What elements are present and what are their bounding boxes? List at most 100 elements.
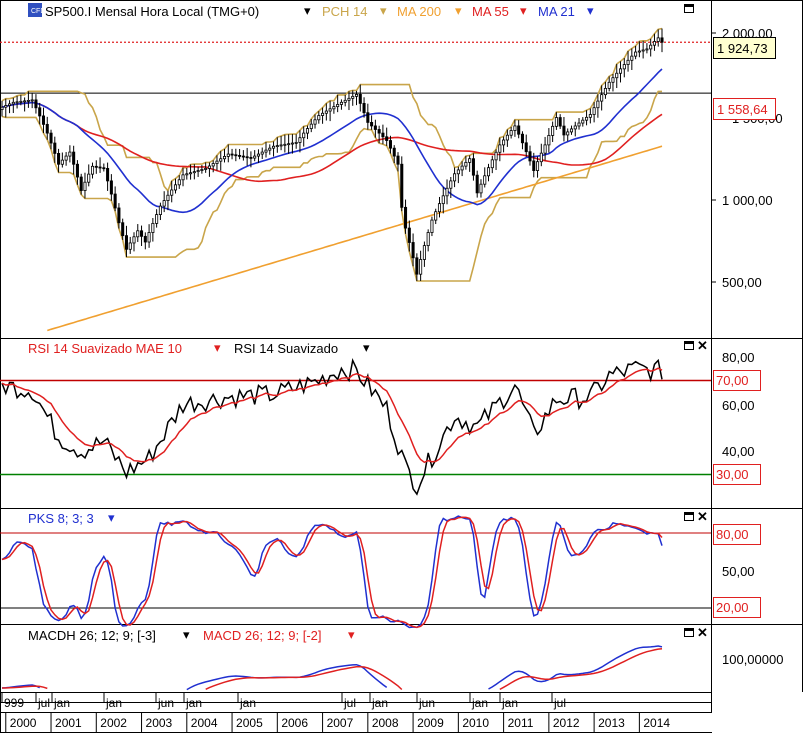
candle — [302, 126, 306, 147]
pks-dropdown-icon[interactable]: ▾ — [108, 510, 115, 525]
candle — [313, 114, 317, 129]
candle — [441, 187, 445, 214]
candle — [351, 90, 355, 106]
candle — [400, 156, 404, 212]
month-label: jan — [371, 696, 388, 710]
symbol-label[interactable]: SP500.I Mensal Hora Local (TMG+0) — [45, 4, 259, 19]
last-price-box — [713, 37, 776, 59]
pks-close-icon[interactable]: ✕ — [697, 509, 708, 524]
candle — [245, 147, 249, 166]
pch14-upper-line — [1, 27, 663, 193]
candle — [453, 167, 457, 188]
rsi-level-30-box — [713, 464, 761, 485]
candle — [347, 91, 351, 111]
candle — [192, 164, 196, 180]
year-label: 2009 — [417, 716, 444, 730]
macd-dropdown-icon[interactable]: ▾ — [348, 627, 355, 642]
candle — [143, 232, 147, 250]
ma200-line — [47, 145, 663, 332]
candle — [8, 100, 12, 114]
rsi-level-70-label: 70,00 — [716, 373, 749, 388]
macd-axis: 100,00000 — [722, 652, 783, 667]
year-label: 2011 — [508, 716, 534, 730]
rsi-level-70-box — [713, 370, 761, 391]
candle — [630, 48, 634, 70]
legend-rsi[interactable]: RSI 14 Suavizado — [234, 341, 338, 356]
rsi-tick-40: 40,00 — [722, 444, 755, 459]
rsi-level-30-label: 30,00 — [716, 467, 749, 482]
macd-maximize-icon[interactable] — [684, 628, 694, 637]
candle — [23, 97, 27, 112]
candle — [189, 164, 193, 180]
candle — [72, 145, 76, 175]
candle — [264, 142, 268, 158]
pch14-dropdown-icon[interactable]: ▾ — [380, 3, 387, 18]
candle — [434, 208, 438, 225]
candle — [509, 126, 513, 139]
candle — [19, 94, 23, 106]
candle — [426, 229, 430, 252]
candle — [430, 216, 434, 237]
rsi-mae-line — [1, 367, 663, 464]
month-label: jan — [53, 696, 70, 710]
ma21-dropdown-icon[interactable]: ▾ — [587, 3, 594, 18]
month-label: jan — [239, 696, 256, 710]
candle — [241, 150, 245, 161]
legend-rsi-mae[interactable]: RSI 14 Suavizado MAE 10 — [28, 341, 182, 356]
rsi-mae-dropdown-icon[interactable]: ▾ — [214, 340, 221, 355]
candle — [554, 112, 558, 130]
instrument-icon — [28, 3, 42, 17]
legend-ma55[interactable]: MA 55 — [472, 4, 509, 19]
candle — [207, 162, 211, 177]
ma200-dropdown-icon[interactable]: ▾ — [455, 3, 462, 18]
month-label: jul — [343, 696, 356, 710]
pks-maximize-icon[interactable] — [684, 512, 694, 521]
candle — [468, 155, 472, 172]
macd-pane — [1, 645, 663, 691]
candle — [645, 43, 649, 54]
candle — [637, 41, 641, 58]
maximize-icon[interactable] — [684, 4, 694, 13]
rsi-legend: RSI 14 Suavizado MAE 10 ▾ RSI 14 Suaviza… — [28, 338, 708, 356]
candle — [437, 196, 442, 218]
candle — [128, 236, 132, 254]
symbol-dropdown-icon[interactable]: ▾ — [304, 3, 311, 18]
pks-d-line — [1, 516, 663, 629]
candle — [256, 149, 260, 163]
ma55-dropdown-icon[interactable]: ▾ — [520, 3, 527, 18]
candle — [539, 143, 543, 167]
level-price-box — [713, 98, 776, 120]
legend-pks[interactable]: PKS 8; 3; 3 — [28, 511, 94, 526]
legend-macdh[interactable]: MACDH 26; 12; 9; [-3] — [28, 628, 156, 643]
candle — [513, 119, 517, 137]
year-label: 2006 — [281, 716, 308, 730]
candle — [317, 111, 321, 124]
legend-ma21[interactable]: MA 21 — [538, 4, 575, 19]
legend-macd[interactable]: MACD 26; 12; 9; [-2] — [203, 628, 322, 643]
candle — [158, 202, 162, 221]
legend-ma200[interactable]: MA 200 — [397, 4, 441, 19]
candle — [445, 179, 449, 205]
macdh-dropdown-icon[interactable]: ▾ — [183, 627, 190, 642]
month-label: jan — [471, 696, 488, 710]
candle — [11, 97, 15, 113]
pks-level-20-box — [713, 597, 761, 618]
month-label: jun — [418, 696, 435, 710]
year-label: 2014 — [643, 716, 670, 730]
rsi-close-icon[interactable]: ✕ — [697, 338, 708, 353]
candle — [234, 148, 238, 162]
macd-close-icon[interactable]: ✕ — [697, 625, 708, 640]
rsi-pane — [0, 357, 711, 496]
pks-axis: 50,00 80,00 20,00 — [713, 524, 761, 618]
candle — [98, 157, 102, 173]
rsi-maximize-icon[interactable] — [684, 341, 694, 350]
pks-legend: PKS 8; 3; 3 ▾ ✕ — [28, 509, 708, 526]
macd-signal-line — [2, 647, 663, 691]
candle — [226, 144, 230, 163]
candle — [600, 85, 604, 111]
legend-pch14[interactable]: PCH 14 — [322, 4, 368, 19]
rsi-dropdown-icon[interactable]: ▾ — [363, 340, 370, 355]
year-label: 2004 — [191, 716, 218, 730]
candle — [456, 166, 460, 184]
